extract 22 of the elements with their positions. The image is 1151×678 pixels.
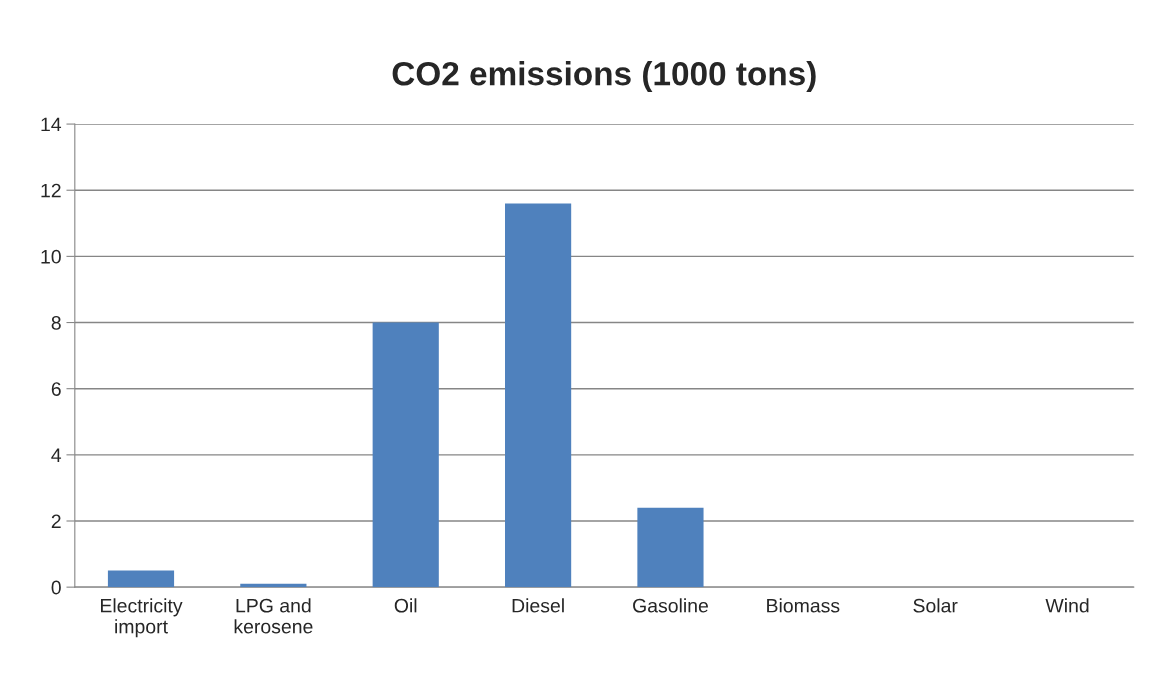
bar [637, 507, 704, 588]
y-tick-label: 6 [51, 382, 61, 396]
x-tick-label: Diesel [512, 598, 564, 613]
x-tick-label: Solar [913, 598, 958, 613]
x-tick-label: LPG and kerosene [234, 598, 313, 634]
y-tick-label: 2 [51, 514, 61, 529]
y-tick-label: 0 [51, 580, 61, 595]
y-tick-label: 10 [41, 249, 61, 264]
bar [372, 322, 439, 588]
y-tick-label: 8 [51, 316, 61, 330]
bar [240, 583, 307, 588]
x-tick-label: Gasoline [633, 598, 708, 613]
x-tick-label: Wind [1045, 598, 1089, 613]
x-tick-label: Electricity import [101, 598, 183, 638]
x-tick-label: Biomass [767, 598, 840, 613]
bar [505, 203, 572, 588]
y-tick-label: 4 [51, 448, 62, 462]
y-tick-label: 14 [41, 117, 62, 132]
y-tick-label: 12 [41, 183, 61, 198]
bar [107, 570, 175, 588]
chart-title: CO2 emissions (1000 tons) [392, 61, 816, 93]
x-tick-label: Oil [394, 598, 417, 613]
